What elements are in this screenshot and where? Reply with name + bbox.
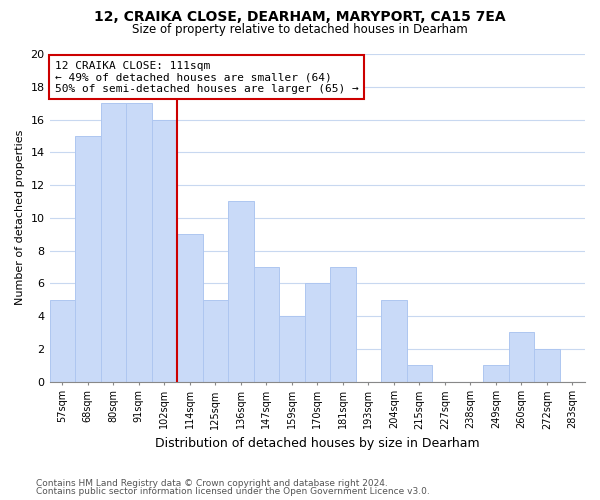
Bar [50,300,75,382]
Text: Contains public sector information licensed under the Open Government Licence v3: Contains public sector information licen… [36,487,430,496]
Bar [279,316,305,382]
Bar [330,267,356,382]
Text: Size of property relative to detached houses in Dearham: Size of property relative to detached ho… [132,22,468,36]
Text: Contains HM Land Registry data © Crown copyright and database right 2024.: Contains HM Land Registry data © Crown c… [36,478,388,488]
Bar [126,103,152,382]
Bar [509,332,534,382]
Y-axis label: Number of detached properties: Number of detached properties [15,130,25,306]
Bar [407,365,432,382]
Bar [152,120,177,382]
Bar [101,103,126,382]
Bar [177,234,203,382]
Bar [254,267,279,382]
Bar [381,300,407,382]
Bar [228,202,254,382]
Text: 12 CRAIKA CLOSE: 111sqm
← 49% of detached houses are smaller (64)
50% of semi-de: 12 CRAIKA CLOSE: 111sqm ← 49% of detache… [55,60,359,94]
Bar [203,300,228,382]
X-axis label: Distribution of detached houses by size in Dearham: Distribution of detached houses by size … [155,437,479,450]
Text: 12, CRAIKA CLOSE, DEARHAM, MARYPORT, CA15 7EA: 12, CRAIKA CLOSE, DEARHAM, MARYPORT, CA1… [94,10,506,24]
Bar [534,349,560,382]
Bar [305,284,330,382]
Bar [483,365,509,382]
Bar [75,136,101,382]
